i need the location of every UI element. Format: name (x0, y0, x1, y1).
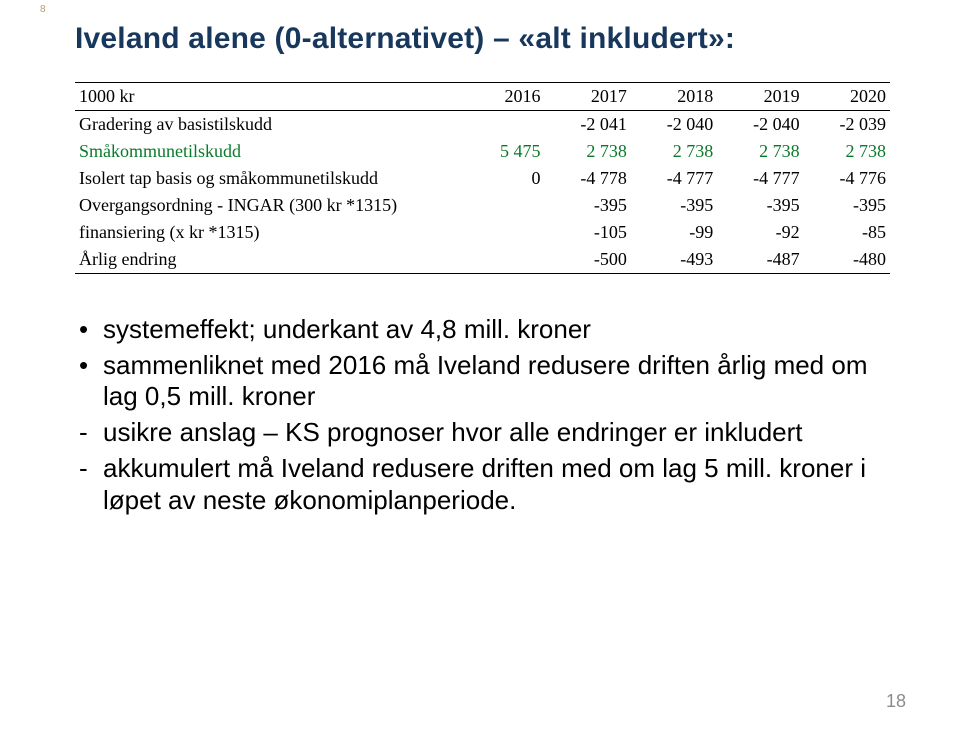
cell: -395 (544, 192, 630, 219)
cell (458, 111, 544, 139)
cell: -2 040 (631, 111, 717, 139)
bullet-list: systemeffekt; underkant av 4,8 mill. kro… (75, 314, 890, 516)
row-label: finansiering (x kr *1315) (75, 219, 458, 246)
slide: 8 Iveland alene (0-alternativet) – «alt … (0, 0, 960, 730)
cell: 2 738 (544, 138, 630, 165)
cell (458, 192, 544, 219)
cell: 0 (458, 165, 544, 192)
cell: -395 (631, 192, 717, 219)
col-header: 2018 (631, 83, 717, 111)
row-label: Overgangsordning - INGAR (300 kr *1315) (75, 192, 458, 219)
cell: -4 777 (631, 165, 717, 192)
cell: -2 040 (717, 111, 803, 139)
cell: -4 777 (717, 165, 803, 192)
row-label: Småkommunetilskudd (75, 138, 458, 165)
cell: 5 475 (458, 138, 544, 165)
cell (458, 246, 544, 274)
table-row: finansiering (x kr *1315) -105-99-92-85 (75, 219, 890, 246)
table-row: Småkommunetilskudd5 4752 7382 7382 7382 … (75, 138, 890, 165)
cell: -99 (631, 219, 717, 246)
page-title: Iveland alene (0-alternativet) – «alt in… (75, 22, 890, 56)
cell: 2 738 (804, 138, 890, 165)
col-header: 1000 kr (75, 83, 458, 111)
cell: -92 (717, 219, 803, 246)
bullet-item: systemeffekt; underkant av 4,8 mill. kro… (75, 314, 890, 346)
col-header: 2016 (458, 83, 544, 111)
table-row: Overgangsordning - INGAR (300 kr *1315) -… (75, 192, 890, 219)
cell: -395 (804, 192, 890, 219)
row-label: Gradering av basistilskudd (75, 111, 458, 139)
cell: 2 738 (717, 138, 803, 165)
data-table: 1000 kr 2016 2017 2018 2019 2020 Graderi… (75, 82, 890, 274)
table-row: Isolert tap basis og småkommunetilskudd0… (75, 165, 890, 192)
cell: -2 041 (544, 111, 630, 139)
cell: -85 (804, 219, 890, 246)
row-label: Isolert tap basis og småkommunetilskudd (75, 165, 458, 192)
cell: -493 (631, 246, 717, 274)
cell: -4 776 (804, 165, 890, 192)
cell: -105 (544, 219, 630, 246)
cell: -395 (717, 192, 803, 219)
cell: -480 (804, 246, 890, 274)
cell: -2 039 (804, 111, 890, 139)
cell (458, 219, 544, 246)
cell: -500 (544, 246, 630, 274)
table-row: Årlig endring -500-493-487-480 (75, 246, 890, 274)
table-header-row: 1000 kr 2016 2017 2018 2019 2020 (75, 83, 890, 111)
page-number: 18 (886, 691, 906, 712)
bullet-item: sammenliknet med 2016 må Iveland reduser… (75, 350, 890, 413)
bullet-item: usikre anslag – KS prognoser hvor alle e… (75, 417, 890, 449)
bullet-item: akkumulert må Iveland redusere driften m… (75, 453, 890, 516)
table-body: Gradering av basistilskudd-2 041-2 040-2… (75, 111, 890, 274)
corner-mark: 8 (40, 4, 46, 15)
cell: -487 (717, 246, 803, 274)
col-header: 2020 (804, 83, 890, 111)
col-header: 2019 (717, 83, 803, 111)
table-row: Gradering av basistilskudd-2 041-2 040-2… (75, 111, 890, 139)
col-header: 2017 (544, 83, 630, 111)
cell: -4 778 (544, 165, 630, 192)
cell: 2 738 (631, 138, 717, 165)
row-label: Årlig endring (75, 246, 458, 274)
